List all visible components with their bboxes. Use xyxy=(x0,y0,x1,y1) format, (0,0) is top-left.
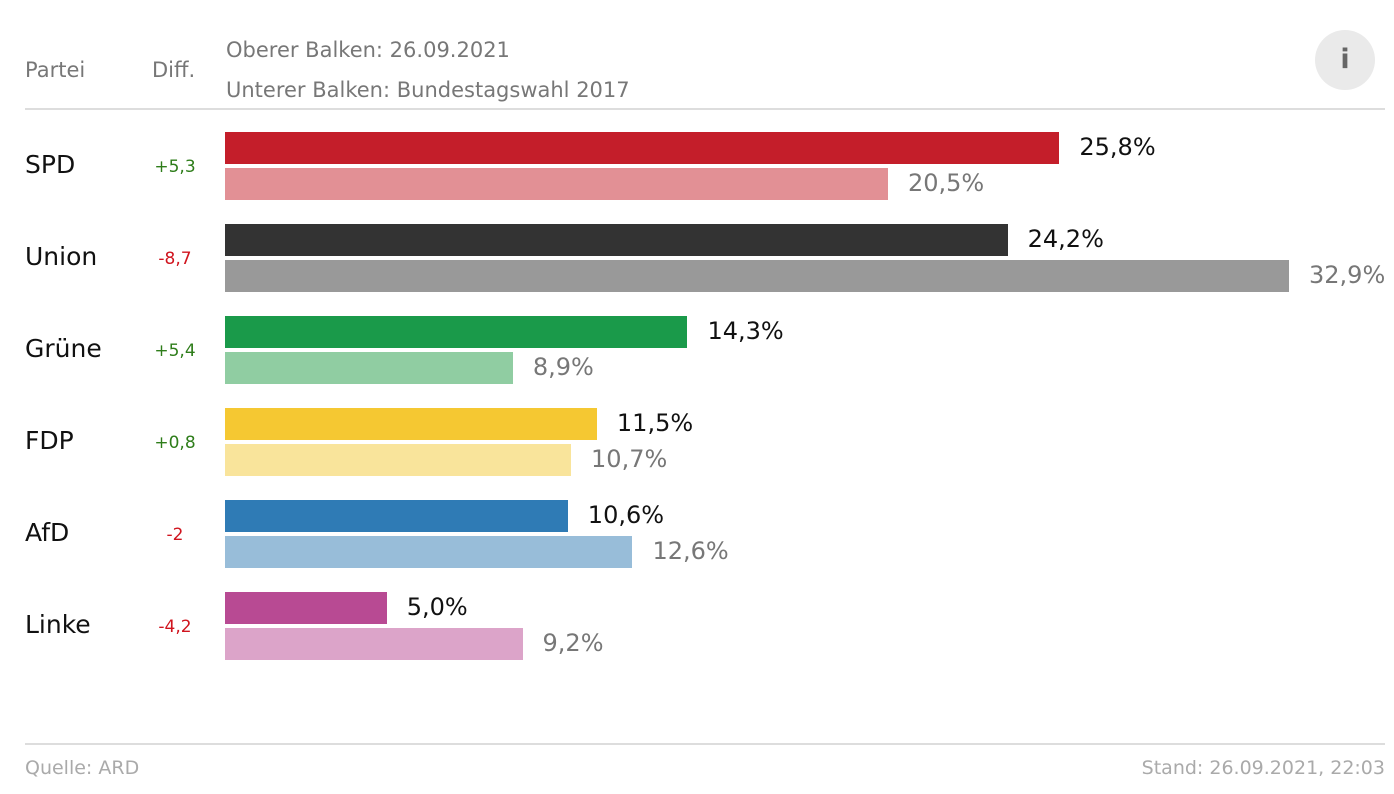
party-column-header: Partei xyxy=(25,58,86,82)
party-label: Linke xyxy=(25,610,91,639)
diff-value: -4,2 xyxy=(158,617,192,637)
diff-column-header: Diff. xyxy=(152,58,196,82)
value-label-previous: 8,9% xyxy=(532,353,594,381)
bar-previous xyxy=(225,168,888,200)
diff-value: +5,3 xyxy=(154,157,196,177)
diff-value: -2 xyxy=(166,525,184,545)
bar-current xyxy=(225,224,1008,256)
bar-previous xyxy=(225,444,572,476)
party-label: Grüne xyxy=(25,334,102,363)
footer-divider xyxy=(25,743,1385,745)
bar-current xyxy=(225,316,688,348)
value-label-previous: 10,7% xyxy=(591,445,668,473)
header-divider xyxy=(25,108,1385,110)
party-label: SPD xyxy=(25,150,76,179)
value-label-current: 10,6% xyxy=(587,501,665,529)
party-label: FDP xyxy=(25,426,74,455)
party-label: Union xyxy=(25,242,98,271)
value-label-current: 24,2% xyxy=(1027,225,1104,253)
bar-previous xyxy=(225,352,513,384)
timestamp-label: Stand: 26.09.2021, 22:03 xyxy=(1141,757,1385,779)
value-label-current: 11,5% xyxy=(616,409,694,437)
value-label-current: 25,8% xyxy=(1079,133,1156,161)
bar-previous xyxy=(225,536,633,568)
value-label-current: 14,3% xyxy=(707,317,784,345)
value-label-previous: 12,6% xyxy=(652,537,729,565)
info-button[interactable]: i xyxy=(1315,30,1375,90)
value-label-previous: 32,9% xyxy=(1309,261,1386,289)
bar-current xyxy=(225,132,1060,164)
legend-lower-bar: Unterer Balken: Bundestagswahl 2017 xyxy=(226,78,630,102)
diff-value: +0,8 xyxy=(154,433,196,453)
value-label-current: 5,0% xyxy=(406,593,468,621)
diff-value: -8,7 xyxy=(158,249,192,269)
party-label: AfD xyxy=(25,518,70,547)
source-label: Quelle: ARD xyxy=(25,757,140,779)
diff-value: +5,4 xyxy=(154,341,196,361)
bar-current xyxy=(225,500,568,532)
value-label-previous: 20,5% xyxy=(907,169,985,197)
bar-previous xyxy=(225,628,523,660)
value-label-previous: 9,2% xyxy=(542,629,604,657)
legend-upper-bar: Oberer Balken: 26.09.2021 xyxy=(226,38,510,62)
bar-previous xyxy=(225,260,1289,292)
bar-current xyxy=(225,592,387,624)
bar-current xyxy=(225,408,597,440)
